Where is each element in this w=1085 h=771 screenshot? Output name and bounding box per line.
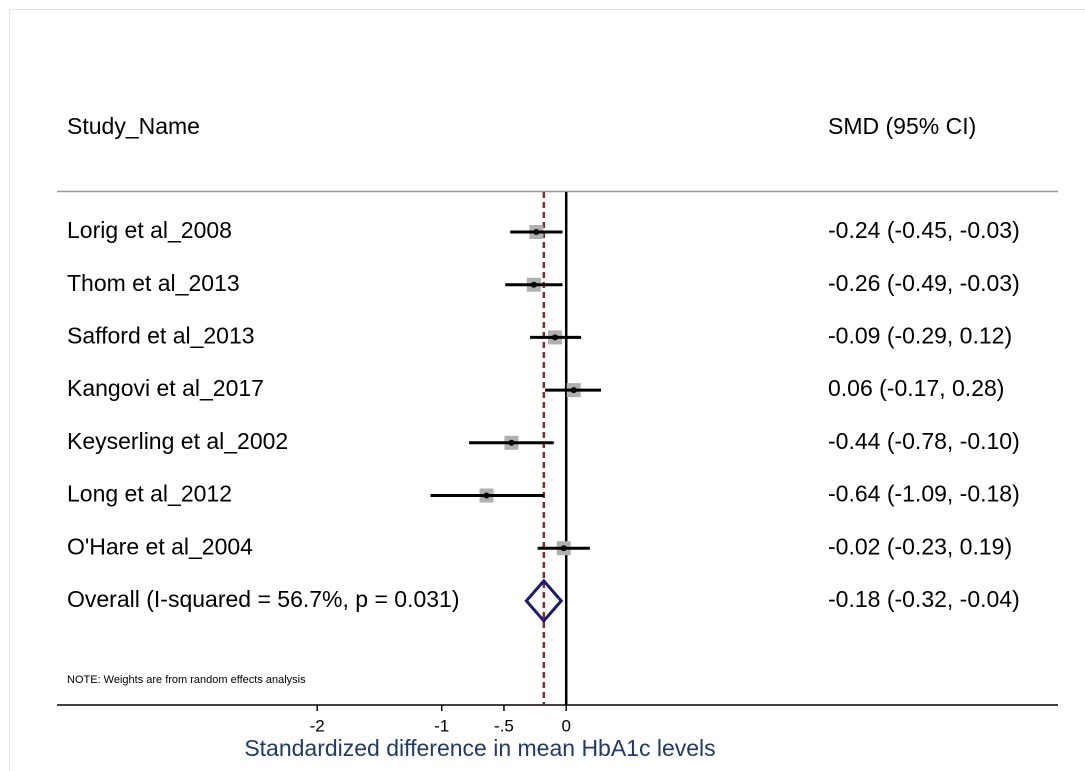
point-estimate bbox=[508, 439, 515, 446]
header-effect: SMD (95% CI) bbox=[828, 113, 976, 139]
effect-label: 0.06 (-0.17, 0.28) bbox=[828, 375, 1004, 401]
effect-label: -0.24 (-0.45, -0.03) bbox=[828, 217, 1020, 243]
effect-label: -0.26 (-0.49, -0.03) bbox=[828, 270, 1020, 296]
overall-name: Overall (I-squared = 56.7%, p = 0.031) bbox=[67, 586, 460, 612]
point-estimate bbox=[530, 281, 537, 288]
x-axis-label: Standardized difference in mean HbA1c le… bbox=[244, 735, 715, 761]
x-tick-label: 0 bbox=[561, 716, 570, 735]
overall-diamond bbox=[524, 578, 564, 624]
point-estimate bbox=[570, 387, 577, 394]
study-name: Long et al_2012 bbox=[67, 481, 232, 507]
study-name: O'Hare et al_2004 bbox=[67, 533, 253, 559]
point-estimate bbox=[560, 545, 567, 552]
x-tick-label: -.5 bbox=[494, 716, 514, 735]
study-name: Keyserling et al_2002 bbox=[67, 428, 288, 454]
x-tick-label: -1 bbox=[434, 716, 449, 735]
effect-label: -0.02 (-0.23, 0.19) bbox=[828, 533, 1012, 559]
study-name: Kangovi et al_2017 bbox=[67, 375, 264, 401]
study-name: Lorig et al_2008 bbox=[67, 217, 232, 243]
note: NOTE: Weights are from random effects an… bbox=[67, 674, 306, 686]
effect-label: -0.09 (-0.29, 0.12) bbox=[828, 322, 1012, 348]
study-name: Safford et al_2013 bbox=[67, 322, 255, 348]
point-estimate bbox=[552, 334, 559, 341]
point-estimate bbox=[483, 492, 490, 499]
effect-label: -0.44 (-0.78, -0.10) bbox=[828, 428, 1020, 454]
header-study: Study_Name bbox=[67, 113, 200, 139]
frame bbox=[9, 9, 1085, 771]
study-name: Thom et al_2013 bbox=[67, 270, 240, 296]
point-estimate bbox=[533, 229, 540, 235]
effect-label: -0.64 (-1.09, -0.18) bbox=[828, 481, 1020, 507]
x-tick-label: -2 bbox=[310, 716, 325, 735]
overall-label: -0.18 (-0.32, -0.04) bbox=[828, 586, 1020, 612]
